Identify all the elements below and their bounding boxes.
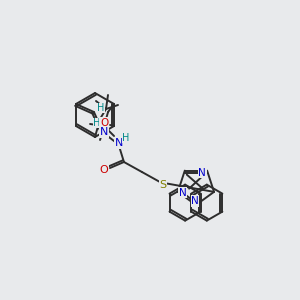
Text: H: H [97, 103, 105, 113]
Text: N: N [191, 196, 199, 206]
Text: S: S [159, 180, 167, 190]
Text: N: N [198, 168, 206, 178]
Text: O: O [100, 118, 108, 128]
Text: N: N [100, 127, 108, 137]
Text: H: H [122, 133, 130, 143]
Text: N: N [115, 138, 123, 148]
Text: N: N [179, 188, 187, 198]
Text: H: H [93, 118, 101, 128]
Text: O: O [100, 165, 108, 175]
